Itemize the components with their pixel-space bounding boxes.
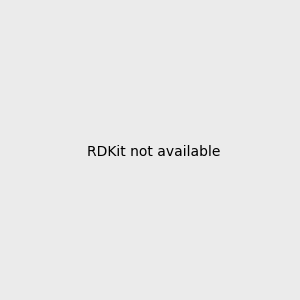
Text: RDKit not available: RDKit not available bbox=[87, 145, 220, 158]
